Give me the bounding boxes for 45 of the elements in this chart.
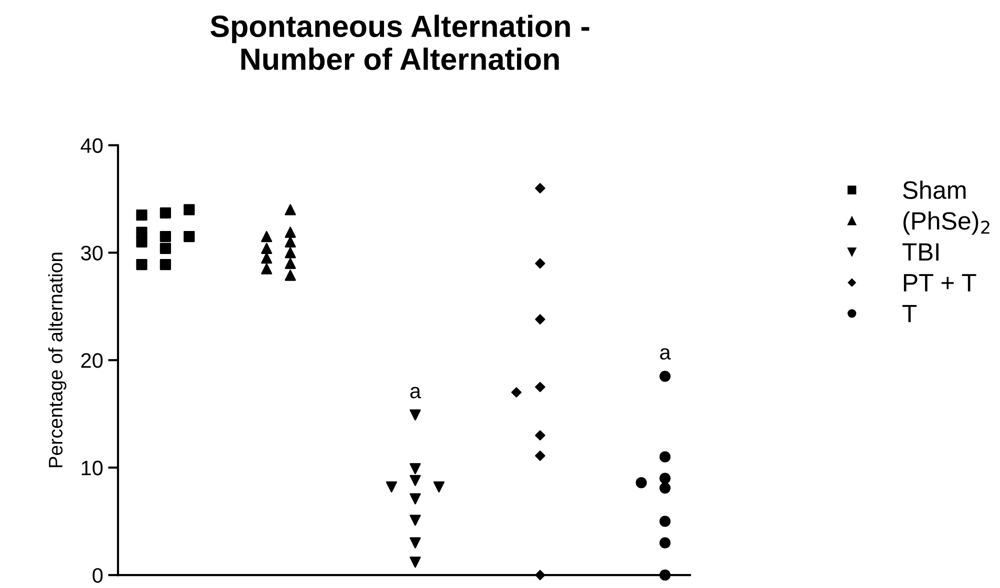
point (659, 472, 671, 484)
point (410, 514, 421, 526)
point (410, 463, 421, 474)
point (535, 258, 546, 269)
point (535, 570, 546, 580)
legend-label: TBI (902, 243, 938, 261)
point (659, 516, 671, 527)
point (160, 207, 172, 218)
point (535, 183, 546, 194)
point (284, 247, 296, 258)
y-tick-label: 0 (92, 568, 103, 583)
point (659, 370, 671, 382)
y-axis-title: Percentage of alternation (48, 252, 66, 468)
y-tick-label: 20 (81, 353, 103, 368)
point (284, 204, 296, 216)
point (410, 409, 421, 421)
point (284, 226, 296, 238)
point (659, 570, 671, 581)
point (284, 270, 296, 281)
point (160, 242, 172, 254)
legend-label: PT + T (904, 274, 976, 292)
point (659, 451, 671, 462)
chart-title: Spontaneous Alternation - Number of Alternation (210, 14, 590, 70)
legend-label: Sham (903, 180, 966, 199)
point (535, 450, 546, 461)
y-tick-label: 30 (81, 246, 103, 260)
point (410, 556, 421, 568)
point (160, 231, 172, 242)
point (535, 430, 546, 440)
point (284, 236, 296, 248)
point (659, 482, 671, 494)
legend-label: (PhSe)$_{2}$ (903, 211, 990, 235)
point (284, 258, 296, 269)
point (160, 258, 172, 270)
data-label: a (410, 386, 422, 398)
point (410, 537, 421, 548)
point (535, 314, 546, 324)
point (535, 382, 546, 392)
point (659, 537, 671, 548)
y-tick-label: 40 (80, 138, 103, 153)
legend-label: T (902, 304, 917, 322)
y-tick-label: 10 (82, 460, 103, 476)
point (410, 474, 421, 486)
data-label: a (660, 348, 671, 360)
point (410, 493, 421, 504)
